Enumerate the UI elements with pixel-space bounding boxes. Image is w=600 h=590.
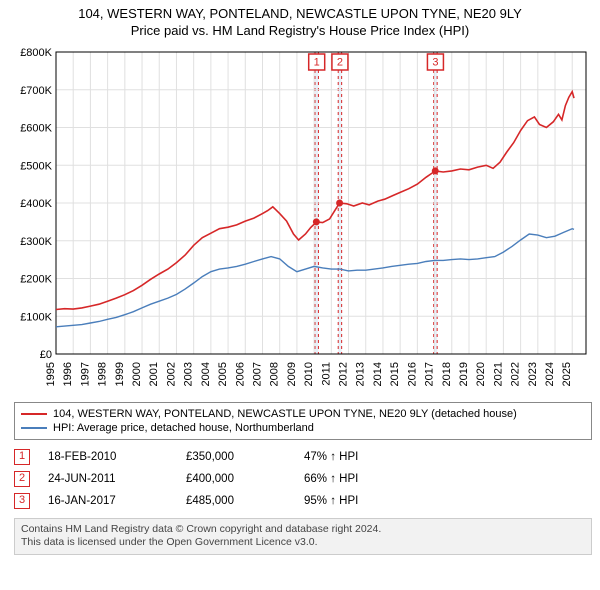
footer-attribution: Contains HM Land Registry data © Crown c… — [14, 518, 592, 555]
svg-text:2003: 2003 — [183, 362, 195, 386]
svg-text:£400K: £400K — [20, 198, 52, 210]
svg-text:2016: 2016 — [406, 362, 418, 386]
svg-text:2001: 2001 — [148, 362, 160, 386]
sale-price-3: £485,000 — [186, 495, 286, 507]
title-line-2: Price paid vs. HM Land Registry's House … — [8, 23, 592, 40]
chart-area: £0 £100K £200K £300K £400K £500K £600K £700K £80… — [8, 46, 592, 396]
svg-text:2022: 2022 — [510, 362, 522, 386]
svg-text:2025: 2025 — [561, 362, 573, 386]
svg-text:2010: 2010 — [303, 362, 315, 386]
sale-row-3: 3 16-JAN-2017 £485,000 95% ↑ HPI — [14, 490, 592, 512]
svg-text:£700K: £700K — [20, 85, 52, 97]
svg-text:2014: 2014 — [372, 362, 384, 386]
legend-row-hpi: HPI: Average price, detached house, Nort… — [21, 421, 585, 435]
svg-text:£500K: £500K — [20, 160, 52, 172]
chart-container: 104, WESTERN WAY, PONTELAND, NEWCASTLE U… — [0, 0, 600, 590]
sale-delta-1: 47% ↑ HPI — [304, 451, 358, 463]
svg-text:2004: 2004 — [200, 362, 212, 386]
svg-text:2002: 2002 — [165, 362, 177, 386]
svg-text:£300K: £300K — [20, 236, 52, 248]
svg-text:2000: 2000 — [131, 362, 143, 386]
svg-text:1: 1 — [314, 56, 320, 68]
legend-swatch-hpi — [21, 427, 47, 429]
legend-label-hpi: HPI: Average price, detached house, Nort… — [53, 422, 314, 434]
title-block: 104, WESTERN WAY, PONTELAND, NEWCASTLE U… — [0, 0, 600, 42]
sale-row-1: 1 18-FEB-2010 £350,000 47% ↑ HPI — [14, 446, 592, 468]
sales-block: 1 18-FEB-2010 £350,000 47% ↑ HPI 2 24-JU… — [14, 446, 592, 512]
svg-text:2007: 2007 — [251, 362, 263, 386]
svg-text:2018: 2018 — [441, 362, 453, 386]
svg-text:2006: 2006 — [234, 362, 246, 386]
sale-price-2: £400,000 — [186, 473, 286, 485]
legend-label-property: 104, WESTERN WAY, PONTELAND, NEWCASTLE U… — [53, 408, 517, 420]
title-line-1: 104, WESTERN WAY, PONTELAND, NEWCASTLE U… — [8, 6, 592, 23]
svg-text:£800K: £800K — [20, 47, 52, 59]
svg-text:2017: 2017 — [424, 362, 436, 386]
svg-text:2011: 2011 — [320, 362, 332, 386]
svg-text:1996: 1996 — [62, 362, 74, 386]
sale-marker-1: 1 — [14, 449, 30, 465]
legend-box: 104, WESTERN WAY, PONTELAND, NEWCASTLE U… — [14, 402, 592, 440]
svg-text:1997: 1997 — [79, 362, 91, 386]
sale-row-2: 2 24-JUN-2011 £400,000 66% ↑ HPI — [14, 468, 592, 490]
footer-line-2: This data is licensed under the Open Gov… — [21, 536, 585, 550]
svg-text:2020: 2020 — [475, 362, 487, 386]
sale-date-1: 18-FEB-2010 — [48, 451, 168, 463]
svg-text:2009: 2009 — [286, 362, 298, 386]
svg-text:2008: 2008 — [269, 362, 281, 386]
svg-text:1999: 1999 — [114, 362, 126, 386]
svg-text:£600K: £600K — [20, 122, 52, 134]
svg-text:£100K: £100K — [20, 311, 52, 323]
svg-text:1995: 1995 — [45, 362, 57, 386]
svg-text:2015: 2015 — [389, 362, 401, 386]
svg-text:£0: £0 — [40, 349, 52, 361]
sale-delta-2: 66% ↑ HPI — [304, 473, 358, 485]
svg-text:1998: 1998 — [97, 362, 109, 386]
sale-price-1: £350,000 — [186, 451, 286, 463]
sale-marker-3: 3 — [14, 493, 30, 509]
legend-row-property: 104, WESTERN WAY, PONTELAND, NEWCASTLE U… — [21, 407, 585, 421]
svg-text:£200K: £200K — [20, 273, 52, 285]
svg-text:2012: 2012 — [338, 362, 350, 386]
svg-text:2019: 2019 — [458, 362, 470, 386]
svg-text:2013: 2013 — [355, 362, 367, 386]
sale-delta-3: 95% ↑ HPI — [304, 495, 358, 507]
svg-text:2005: 2005 — [217, 362, 229, 386]
sale-date-3: 16-JAN-2017 — [48, 495, 168, 507]
chart-svg: £0 £100K £200K £300K £400K £500K £600K £700K £80… — [8, 46, 592, 396]
footer-line-1: Contains HM Land Registry data © Crown c… — [21, 523, 585, 537]
svg-text:2: 2 — [337, 56, 343, 68]
legend-swatch-property — [21, 413, 47, 415]
svg-text:2023: 2023 — [527, 362, 539, 386]
svg-text:3: 3 — [432, 56, 438, 68]
sale-marker-2: 2 — [14, 471, 30, 487]
svg-text:2024: 2024 — [544, 362, 556, 386]
sale-date-2: 24-JUN-2011 — [48, 473, 168, 485]
svg-text:2021: 2021 — [492, 362, 504, 386]
